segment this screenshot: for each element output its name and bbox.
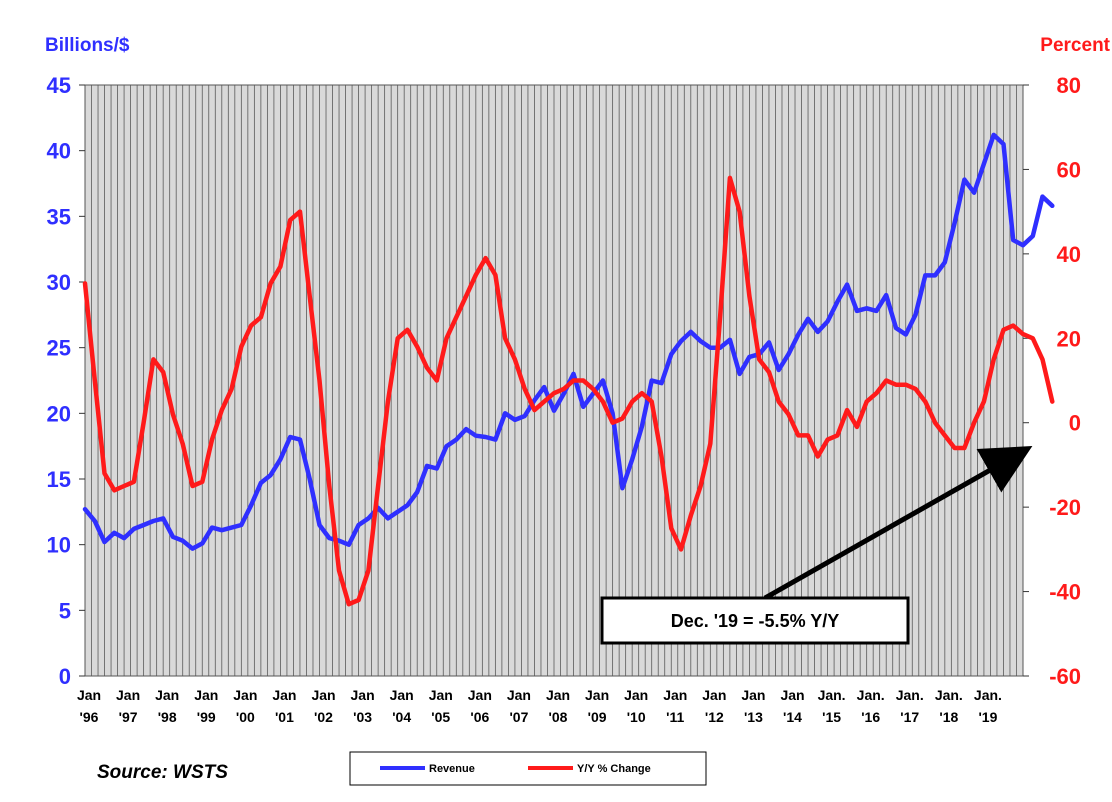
x-tick-label-line1: Jan [780,687,804,703]
annotation-box [600,596,910,645]
x-tick-label-line1: Jan [77,687,101,703]
x-tick-label-line2: '01 [275,709,294,725]
x-tick-label-line1: Jan [624,687,648,703]
right-tick-label: -60 [1049,664,1081,689]
legend-yoy-label: Y/Y % Change [577,763,651,775]
left-tick-label: 5 [59,598,71,623]
annotation-arrow [763,446,1033,601]
x-tick-label-line1: Jan [585,687,609,703]
legend-revenue-label: Revenue [429,763,475,775]
x-tick-label-line1: Jan [116,687,140,703]
x-tick-label-line2: '14 [783,709,802,725]
left-tick-label: 40 [47,139,71,164]
x-tick-label-line2: '02 [314,709,333,725]
x-tick-label-line2: '98 [158,709,177,725]
x-tick-label-line2: '11 [666,709,684,725]
x-tick-label-line2: '07 [509,709,528,725]
right-tick-label: -40 [1049,580,1081,605]
x-tick-label-line2: '19 [978,709,997,725]
x-tick-label-line2: '05 [431,709,450,725]
x-tick-label-line2: '08 [549,709,568,725]
yoy-change-line [82,175,1055,607]
plot-frame [84,84,1024,677]
x-tick-label-line2: '09 [588,709,607,725]
x-tick-label-line2: '12 [705,709,724,725]
left-tick-label: 35 [47,204,71,229]
x-tick-label-line1: Jan [468,687,492,703]
x-tick-label-line1: Jan [390,687,414,703]
x-tick-label-line2: '00 [236,709,255,725]
left-axis-title: Billions/$ [45,35,130,56]
right-tick-label: -20 [1049,495,1081,520]
x-tick-label-line2: '16 [861,709,880,725]
x-tick-label-line2: '03 [353,709,372,725]
right-tick-label: 80 [1057,73,1081,98]
x-tick-label-line1: Jan [429,687,453,703]
left-tick-label: 45 [47,73,71,98]
x-tick-label-line1: Jan [351,687,375,703]
annotation-text: Dec. '19 = -5.5% Y/Y [671,611,840,631]
x-tick-label-line2: '18 [939,709,958,725]
left-tick-label: 0 [59,664,71,689]
x-tick-label-line1: Jan [311,687,335,703]
x-tick-label-line2: '06 [470,709,489,725]
x-tick-label-line1: Jan [155,687,179,703]
x-tick-label-line2: '04 [392,709,411,725]
right-tick-label: 60 [1057,157,1081,182]
right-axis-title: Percent [1040,35,1110,56]
x-tick-label-line2: '13 [744,709,763,725]
x-tick-label-line1: Jan [741,687,765,703]
x-tick-label-line1: Jan. [857,687,885,703]
x-tick-label-line1: Jan [546,687,570,703]
x-tick-label-line1: Jan. [818,687,846,703]
right-tick-label: 20 [1057,326,1081,351]
source-label: Source: WSTS [97,762,228,783]
x-tick-label-line1: Jan. [974,687,1002,703]
x-tick-label-line2: '10 [627,709,646,725]
x-tick-label-line1: Jan [507,687,531,703]
left-tick-label: 25 [47,336,71,361]
x-tick-label-line1: Jan [272,687,296,703]
left-tick-label: 20 [47,401,71,426]
x-tick-label-line1: Jan [194,687,218,703]
x-tick-label-line1: Jan [702,687,726,703]
x-tick-label-line1: Jan. [935,687,963,703]
x-tick-label-line2: '96 [80,709,99,725]
x-tick-label-line2: '17 [900,709,919,725]
x-tick-label-line2: '99 [197,709,216,725]
x-tick-label-line2: '97 [119,709,138,725]
x-tick-label-line2: '15 [822,709,841,725]
x-tick-label-line1: Jan [663,687,687,703]
right-tick-label: 40 [1057,242,1081,267]
left-tick-label: 10 [47,533,71,558]
x-tick-label-line1: Jan. [896,687,924,703]
x-tick-label-line1: Jan [233,687,257,703]
left-tick-label: 15 [47,467,71,492]
left-tick-label: 30 [47,270,71,295]
right-tick-label: 0 [1069,411,1081,436]
